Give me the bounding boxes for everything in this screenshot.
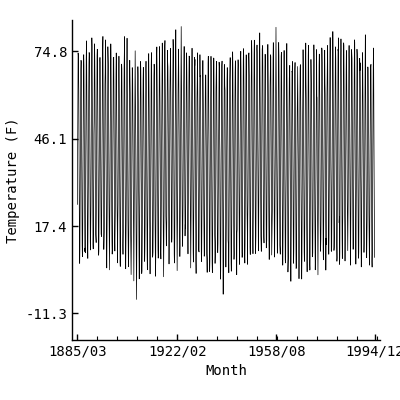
Y-axis label: Temperature (F): Temperature (F) [6, 117, 20, 243]
X-axis label: Month: Month [205, 364, 247, 378]
